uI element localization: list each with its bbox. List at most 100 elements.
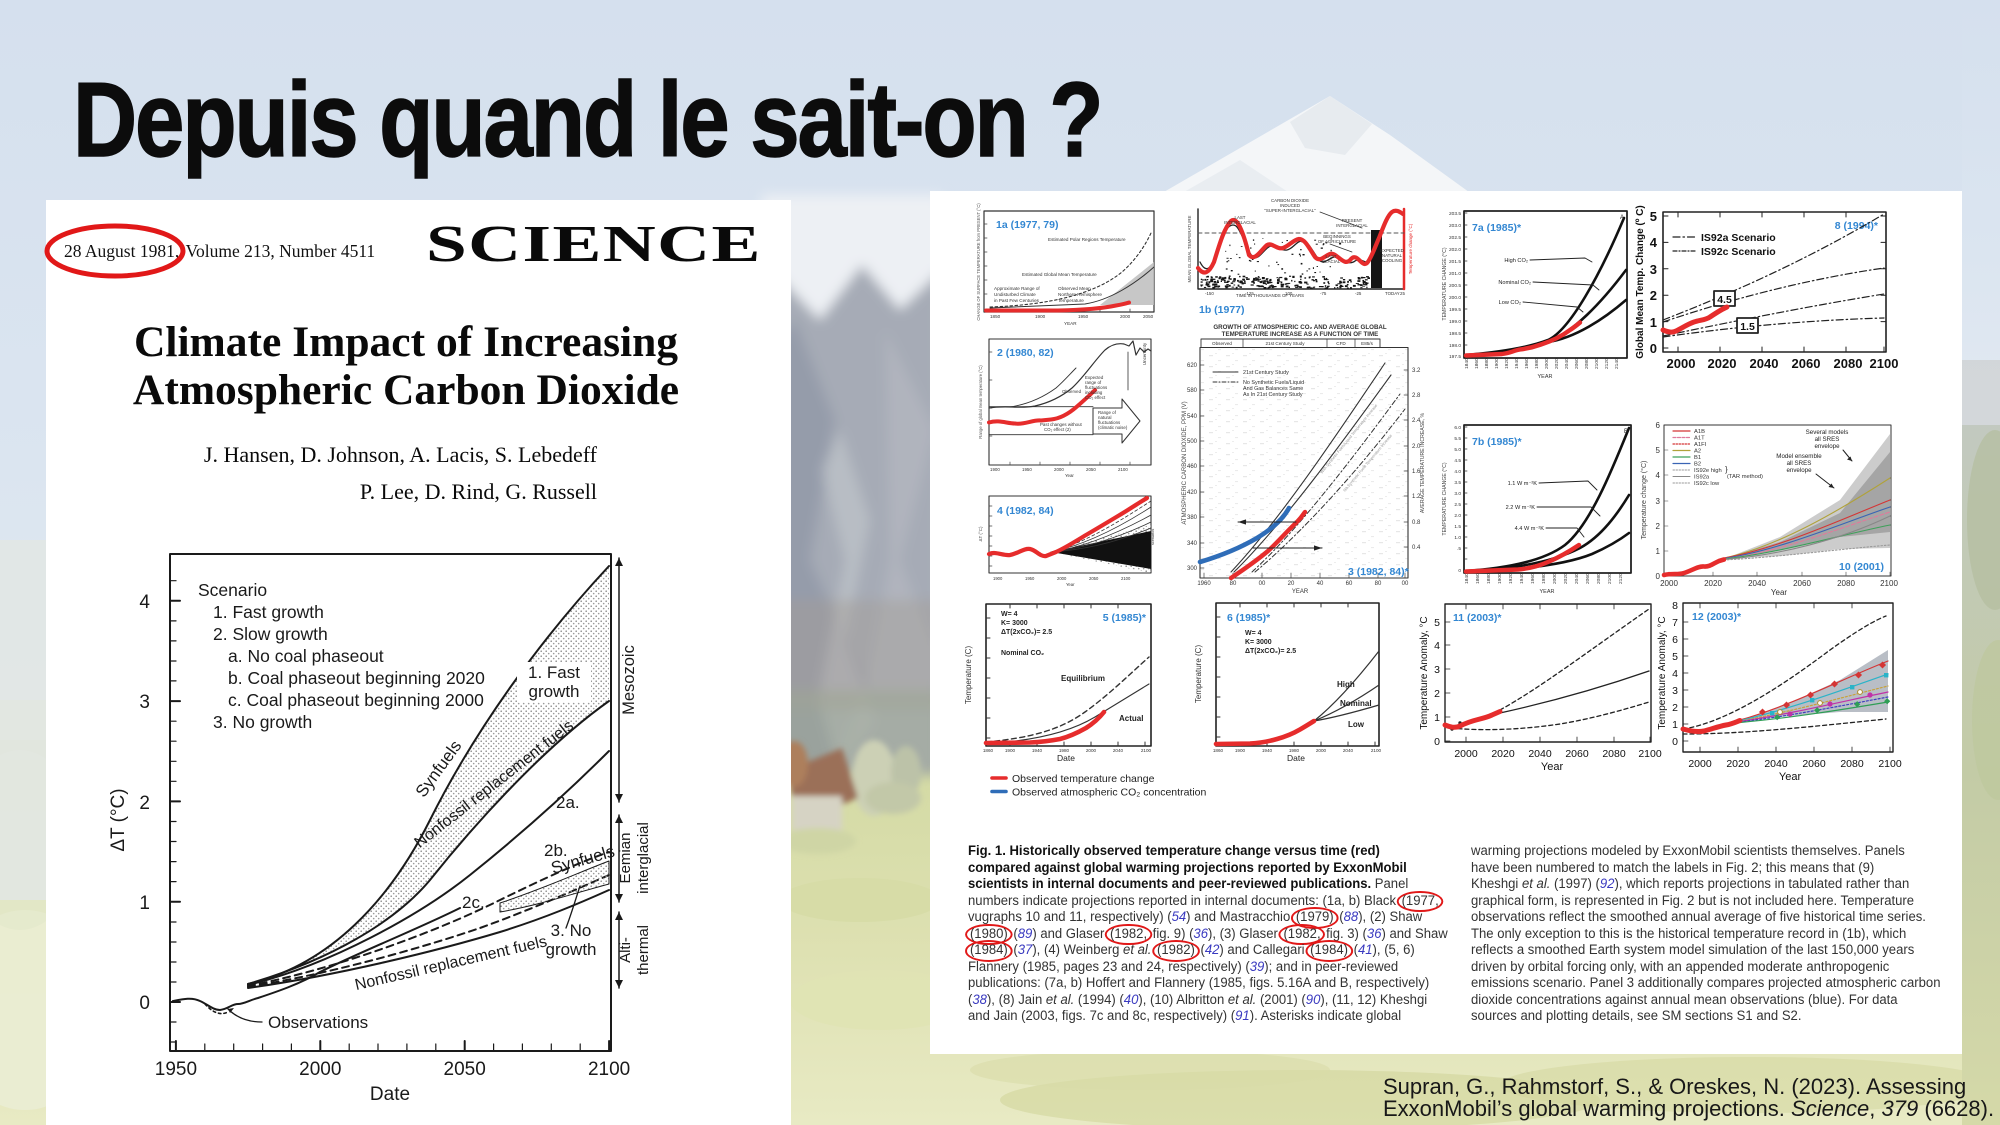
svg-text:IS92c low: IS92c low (1694, 481, 1720, 487)
svg-text:21st Century Study: 21st Century Study (1265, 341, 1305, 346)
svg-text:K= 3000: K= 3000 (1001, 620, 1028, 627)
svg-text:21st Century Study: 21st Century Study (1243, 370, 1289, 376)
svg-text:5.0: 5.0 (1454, 447, 1461, 453)
svg-text:2. Slow growth: 2. Slow growth (213, 624, 328, 644)
svg-text:YEAR: YEAR (1538, 374, 1553, 380)
svg-text:IS92a Scenario: IS92a Scenario (1701, 232, 1776, 244)
svg-text:INTERGLACIAL: INTERGLACIAL (1336, 223, 1368, 228)
svg-text:2000: 2000 (1054, 467, 1064, 472)
svg-text:High CO₂: High CO₂ (1504, 258, 1528, 264)
svg-text:natural: natural (1098, 415, 1111, 420)
svg-text:4.0: 4.0 (1454, 469, 1461, 475)
svg-text:including: including (1085, 390, 1103, 395)
svg-text:}: } (1725, 465, 1728, 474)
svg-text:2: 2 (139, 793, 150, 814)
svg-text:2: 2 (1434, 688, 1440, 700)
svg-text:2000: 2000 (1660, 579, 1678, 588)
svg-text:2.5: 2.5 (1454, 502, 1461, 508)
svg-text:2040: 2040 (1574, 573, 1580, 584)
svg-text:growth: growth (528, 682, 579, 701)
svg-text:Range of: Range of (1098, 410, 1117, 415)
svg-text:A1T: A1T (1694, 436, 1705, 442)
svg-text:Eemian: Eemian (617, 833, 634, 884)
svg-text:Actual: Actual (1119, 714, 1143, 723)
svg-text:interglacial: interglacial (635, 822, 652, 894)
svg-text:6: 6 (1672, 634, 1678, 646)
svg-text:Temperature Anomaly, °C: Temperature Anomaly, °C (1657, 616, 1668, 729)
svg-text:1900: 1900 (1235, 748, 1246, 753)
svg-text:2100: 2100 (1121, 576, 1131, 581)
svg-text:1920: 1920 (1508, 573, 1514, 584)
svg-text:3.5: 3.5 (1454, 480, 1461, 486)
svg-text:2040: 2040 (1528, 748, 1552, 760)
svg-text:b. Coal phaseout beginning 202: b. Coal phaseout beginning 2020 (228, 668, 485, 688)
svg-text:1960: 1960 (1530, 573, 1536, 584)
svg-text:NATURAL: NATURAL (1382, 253, 1403, 258)
svg-text:2000: 2000 (1544, 358, 1550, 369)
svg-text:7a (1985)*: 7a (1985)* (1472, 222, 1522, 234)
svg-text:Observations: Observations (268, 1013, 368, 1032)
svg-text:a. No coal phaseout: a. No coal phaseout (228, 646, 384, 666)
svg-text:6 (1985)*: 6 (1985)* (1227, 612, 1271, 624)
svg-text:Temperature (C): Temperature (C) (964, 646, 973, 705)
svg-text:Temperature Anomaly, °C: Temperature Anomaly, °C (1419, 616, 1430, 729)
svg-text:2020: 2020 (1563, 573, 1569, 584)
svg-text:2060: 2060 (1565, 748, 1589, 760)
svg-text:Observed Mean: Observed Mean (1058, 286, 1091, 291)
svg-text:B2: B2 (1694, 462, 1701, 468)
svg-text:Range of global mean temperatu: Range of global mean temperature (°C) (978, 365, 983, 439)
svg-text:growth: growth (545, 940, 596, 959)
svg-text:Global Mean Temp. Change (º C): Global Mean Temp. Change (º C) (1635, 205, 1646, 358)
svg-text:Year: Year (1541, 761, 1564, 773)
svg-text:25: 25 (1400, 291, 1405, 296)
svg-text:As In 21st Century Study: As In 21st Century Study (1243, 392, 1303, 398)
svg-text:(TAR method): (TAR method) (1727, 474, 1763, 480)
svg-text:0.8: 0.8 (1412, 520, 1421, 526)
svg-text:1900: 1900 (1494, 358, 1500, 369)
svg-text:6.0: 6.0 (1454, 425, 1461, 431)
svg-text:ΔT (°C): ΔT (°C) (978, 526, 983, 541)
svg-text:YEAR: YEAR (1292, 589, 1309, 595)
svg-text:1860: 1860 (1213, 748, 1224, 753)
svg-text:c. Coal phaseout beginning 200: c. Coal phaseout beginning 2000 (228, 690, 484, 710)
svg-text:2000: 2000 (1454, 748, 1478, 760)
svg-text:2140: 2140 (1614, 358, 1620, 369)
svg-text:Estimated Global Mean Temperat: Estimated Global Mean Temperature (1022, 272, 1097, 277)
svg-text:GLACIAL: GLACIAL (1322, 259, 1341, 264)
svg-text:1880: 1880 (1486, 573, 1492, 584)
svg-text:8: 8 (1672, 600, 1678, 612)
svg-text:2000: 2000 (1086, 748, 1097, 753)
svg-text:IS92e high: IS92e high (1694, 468, 1722, 474)
svg-text:INDUCED: INDUCED (1280, 203, 1300, 208)
svg-text:thermal: thermal (635, 925, 652, 975)
svg-text:1900: 1900 (1005, 748, 1016, 753)
svg-text:4: 4 (1650, 235, 1658, 250)
svg-text:TODAY: TODAY (1385, 291, 1400, 296)
svg-text:460: 460 (1187, 464, 1198, 470)
svg-text:in Past Few Centuries: in Past Few Centuries (994, 298, 1040, 303)
svg-text:4: 4 (139, 592, 150, 613)
svg-text:4: 4 (1434, 640, 1440, 652)
svg-text:AVERAGE TEMPERATURE INCREASE,: AVERAGE TEMPERATURE INCREASE, % (1420, 412, 1426, 513)
svg-text:2000: 2000 (1667, 356, 1696, 371)
svg-text:7: 7 (1672, 617, 1678, 629)
svg-text:Observed temperature change: Observed temperature change (1012, 773, 1155, 785)
svg-text:340: 340 (1187, 541, 1198, 547)
svg-text:2000: 2000 (1552, 573, 1558, 584)
svg-text:20: 20 (1288, 581, 1295, 587)
svg-text:BEGINNINGS: BEGINNINGS (1323, 234, 1351, 239)
svg-text:Nominal CO₂: Nominal CO₂ (1001, 650, 1044, 657)
svg-text:2100: 2100 (1880, 579, 1898, 588)
svg-text:1840: 1840 (1464, 358, 1470, 369)
svg-text:203.5: 203.5 (1449, 211, 1461, 217)
svg-text:1940: 1940 (1519, 573, 1525, 584)
svg-text:CHANGE OF SURFACE TEMPERATURE: CHANGE OF SURFACE TEMPERATURE from PRESE… (976, 203, 981, 321)
svg-text:200.5: 200.5 (1449, 283, 1461, 289)
svg-text:Expected: Expected (1085, 375, 1104, 380)
svg-text:A1FI: A1FI (1694, 442, 1707, 448)
svg-text:CO₂ effect (2): CO₂ effect (2) (1044, 427, 1071, 432)
svg-text:2020: 2020 (1554, 358, 1560, 369)
svg-text:2.8: 2.8 (1412, 393, 1421, 399)
svg-text:1850: 1850 (990, 314, 1001, 319)
svg-text:2080: 2080 (1602, 748, 1626, 760)
